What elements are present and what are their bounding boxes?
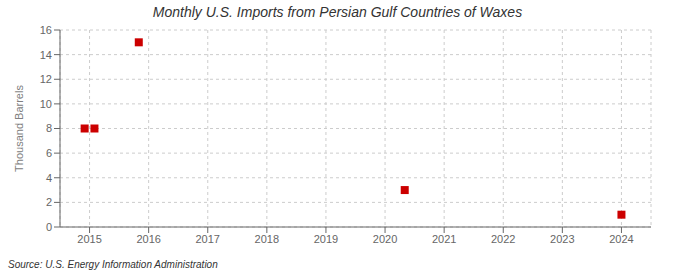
svg-text:16: 16	[40, 24, 52, 36]
svg-text:2024: 2024	[609, 233, 633, 245]
svg-text:2015: 2015	[77, 233, 101, 245]
svg-text:2021: 2021	[432, 233, 456, 245]
svg-text:2: 2	[46, 196, 52, 208]
svg-text:6: 6	[46, 147, 52, 159]
html-text:Monthly U.S. Imports from Pers: Monthly U.S. Imports from Persian Gulf C…	[152, 4, 523, 20]
svg-text:2016: 2016	[136, 233, 160, 245]
svg-text:2022: 2022	[491, 233, 515, 245]
svg-text:2020: 2020	[373, 233, 397, 245]
html-text:Source: U.S. Energy Informatio: Source: U.S. Energy Information Administ…	[8, 259, 218, 270]
svg-text:2019: 2019	[314, 233, 338, 245]
svg-text:12: 12	[40, 73, 52, 85]
svg-text:0: 0	[46, 221, 52, 233]
svg-text:2023: 2023	[550, 233, 574, 245]
svg-text:2018: 2018	[255, 233, 279, 245]
svg-text:10: 10	[40, 98, 52, 110]
svg-text:14: 14	[40, 49, 52, 61]
svg-text:2017: 2017	[196, 233, 220, 245]
svg-text:Thousand Barrels: Thousand Barrels	[13, 85, 25, 172]
svg-text:4: 4	[46, 172, 52, 184]
svg-text:8: 8	[46, 122, 52, 134]
